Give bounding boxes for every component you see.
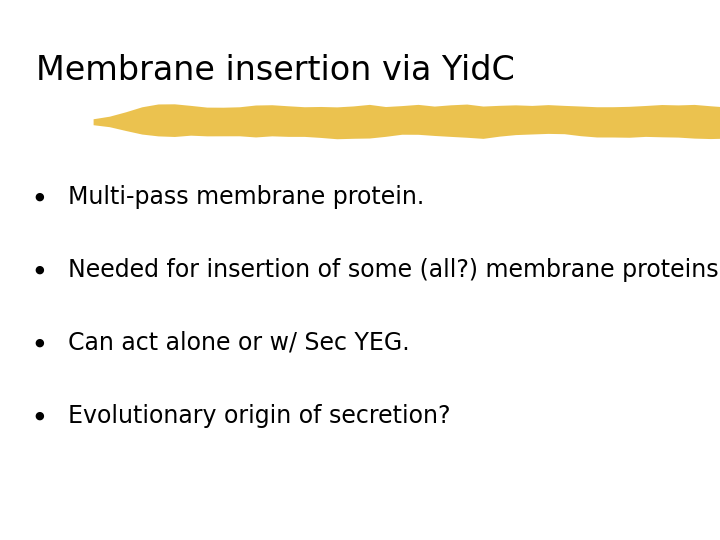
Text: ●: ●	[35, 338, 45, 348]
Polygon shape	[94, 104, 720, 139]
Text: Evolutionary origin of secretion?: Evolutionary origin of secretion?	[68, 404, 451, 428]
Text: Can act alone or w/ Sec YEG.: Can act alone or w/ Sec YEG.	[68, 331, 410, 355]
Text: ●: ●	[35, 192, 45, 202]
Text: ●: ●	[35, 265, 45, 275]
Text: ●: ●	[35, 411, 45, 421]
Text: Needed for insertion of some (all?) membrane proteins.: Needed for insertion of some (all?) memb…	[68, 258, 720, 282]
Text: Membrane insertion via YidC: Membrane insertion via YidC	[36, 54, 515, 87]
Text: Multi-pass membrane protein.: Multi-pass membrane protein.	[68, 185, 425, 209]
